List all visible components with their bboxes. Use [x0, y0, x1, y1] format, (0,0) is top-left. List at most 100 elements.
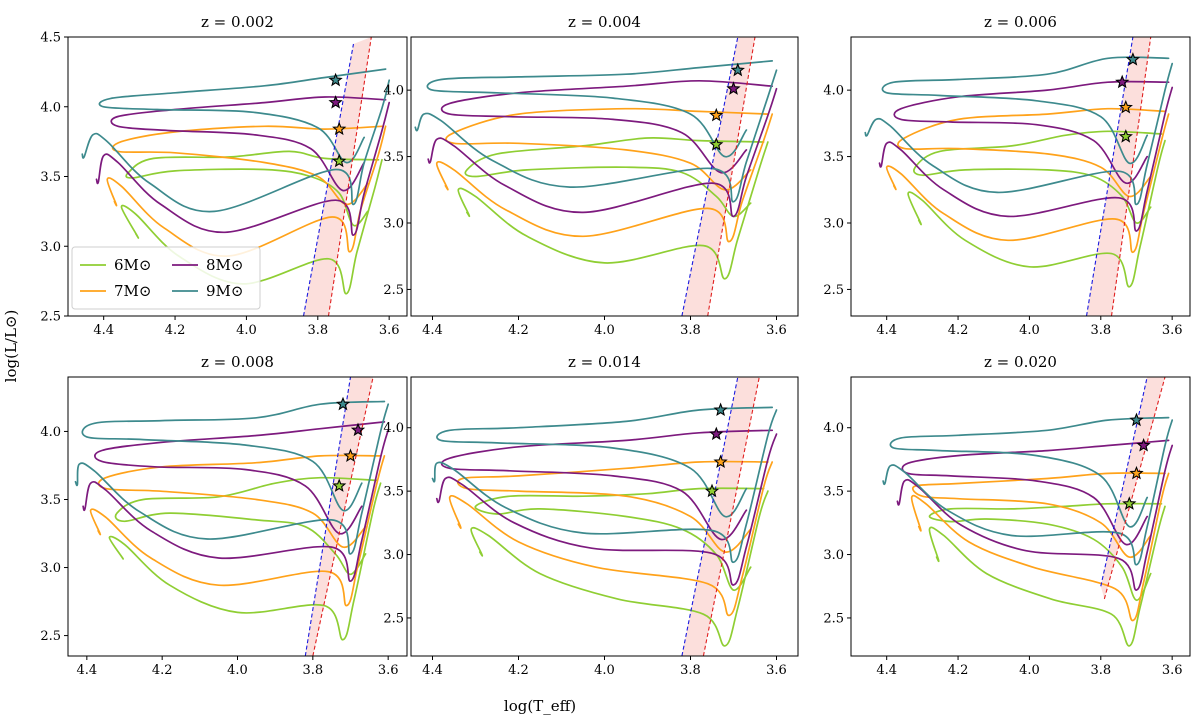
- track-main-9: [431, 409, 778, 564]
- x-tick-label: 3.8: [1090, 663, 1111, 678]
- panel-1: z = 0.002 4.4 4.2 4.0 3.8 3.6 2.5 3.0 3.5 4.0 4.5: [40, 13, 408, 338]
- x-tick-label: 4.4: [93, 323, 114, 338]
- track-main-6: [928, 505, 1166, 647]
- star-marker-7: [343, 448, 358, 463]
- track-loop-8: [440, 429, 774, 541]
- track-loop-9: [889, 416, 1170, 528]
- track-loop-7: [97, 454, 382, 548]
- panel-frame: [850, 36, 1191, 317]
- x-tick-label: 4.0: [227, 663, 248, 678]
- track-main-7: [448, 461, 774, 617]
- x-tick-label: 3.8: [1090, 323, 1111, 338]
- blue-edge-line: [1100, 377, 1148, 587]
- legend-label-8: 8M⊙: [206, 256, 243, 274]
- track-main-8: [95, 101, 391, 236]
- y-tick-label: 3.5: [823, 150, 844, 165]
- y-axis-label: log(L/L⊙): [2, 310, 20, 383]
- track-main-8: [435, 433, 778, 586]
- x-tick-label: 4.2: [508, 323, 529, 338]
- blue-edge-line: [304, 377, 352, 656]
- y-tick-label: 2.5: [40, 629, 61, 644]
- track-main-6: [108, 482, 382, 641]
- track-main-8: [878, 86, 1174, 232]
- y-tick-label: 3.0: [383, 217, 404, 232]
- plot-area: [81, 37, 391, 316]
- track-main-8: [427, 87, 778, 218]
- y-tick-label: 4.0: [40, 100, 61, 115]
- red-edge-line: [312, 377, 374, 656]
- y-tick-label: 4.0: [40, 425, 61, 440]
- star-marker-6: [332, 478, 347, 492]
- panel-title: z = 0.004: [568, 13, 641, 31]
- plot-area: [864, 37, 1174, 316]
- y-tick-label: 2.5: [823, 611, 844, 626]
- track-loop-7: [445, 107, 769, 191]
- x-axis-label: log(T_eff): [504, 697, 576, 715]
- instability-strip: [681, 37, 755, 316]
- star-marker-8: [350, 422, 366, 437]
- x-tick-label: 4.2: [948, 323, 969, 338]
- star-marker-8: [328, 95, 343, 109]
- x-tick-label: 3.6: [379, 323, 400, 338]
- panel-3: z = 0.006 4.4 4.2 4.0 3.8 3.6 2.5 3.0 3.5 4.0: [823, 13, 1191, 338]
- x-tick-label: 3.6: [766, 323, 787, 338]
- y-tick-label: 3.5: [40, 170, 61, 185]
- track-loop-7: [911, 472, 1166, 558]
- x-tick-label: 4.4: [876, 323, 897, 338]
- plot-area: [414, 37, 778, 316]
- track-main-9: [414, 69, 778, 203]
- x-tick-label: 4.4: [422, 323, 443, 338]
- red-edge-line: [702, 377, 760, 656]
- track-loop-7: [111, 125, 383, 206]
- x-tick-label: 4.4: [422, 663, 443, 678]
- star-marker-9: [713, 402, 728, 416]
- y-tick-label: 2.5: [383, 283, 404, 298]
- legend-box: [71, 246, 261, 310]
- x-tick-label: 3.8: [680, 663, 701, 678]
- panel-frame: [850, 376, 1191, 657]
- star-marker-8: [1136, 437, 1151, 452]
- star-marker-6: [704, 483, 720, 498]
- track-main-7: [89, 455, 386, 607]
- y-tick-label: 4.0: [823, 84, 844, 99]
- track-loop-6: [464, 136, 765, 218]
- y-tick-label: 3.5: [383, 150, 404, 165]
- track-loop-8: [440, 79, 774, 174]
- track-loop-8: [110, 96, 387, 192]
- track-loop-6: [928, 502, 1163, 602]
- instability-strip: [681, 377, 760, 656]
- y-tick-label: 4.0: [823, 421, 844, 436]
- track-main-7: [435, 113, 774, 243]
- y-tick-label: 3.5: [40, 493, 61, 508]
- track-main-6: [470, 490, 769, 647]
- plot-area: [74, 377, 390, 656]
- track-loop-6: [913, 130, 1163, 224]
- x-tick-label: 3.6: [766, 663, 787, 678]
- panel-title: z = 0.008: [201, 353, 274, 371]
- blue-edge-line: [302, 43, 355, 316]
- track-main-7: [910, 472, 1170, 622]
- track-loop-9: [436, 406, 774, 518]
- track-main-7: [885, 113, 1170, 254]
- plot-area: [431, 377, 778, 656]
- y-tick-label: 3.0: [823, 548, 844, 563]
- track-loop-7: [897, 107, 1166, 198]
- panel-2: z = 0.004 4.4 4.2 4.0 3.8 3.6 2.5 3.0 3.5 4.0: [383, 13, 799, 338]
- star-marker-7: [709, 107, 724, 122]
- plot-area: [882, 377, 1174, 647]
- track-loop-8: [94, 421, 386, 535]
- x-tick-label: 4.0: [594, 323, 615, 338]
- star-marker-8: [726, 81, 741, 95]
- y-tick-label: 3.0: [40, 561, 61, 576]
- panel-6: z = 0.020 4.4 4.2 4.0 3.8 3.6 2.5 3.0 3.5 4.0: [823, 353, 1191, 678]
- track-loop-9: [426, 60, 774, 158]
- track-main-8: [82, 429, 390, 582]
- y-tick-label: 2.5: [40, 310, 61, 325]
- y-tick-label: 3.5: [823, 485, 844, 500]
- blue-edge-line: [681, 377, 739, 656]
- y-tick-label: 3.5: [383, 485, 404, 500]
- x-tick-label: 4.0: [1019, 663, 1040, 678]
- instability-strip: [305, 377, 374, 656]
- x-tick-label: 4.0: [1019, 323, 1040, 338]
